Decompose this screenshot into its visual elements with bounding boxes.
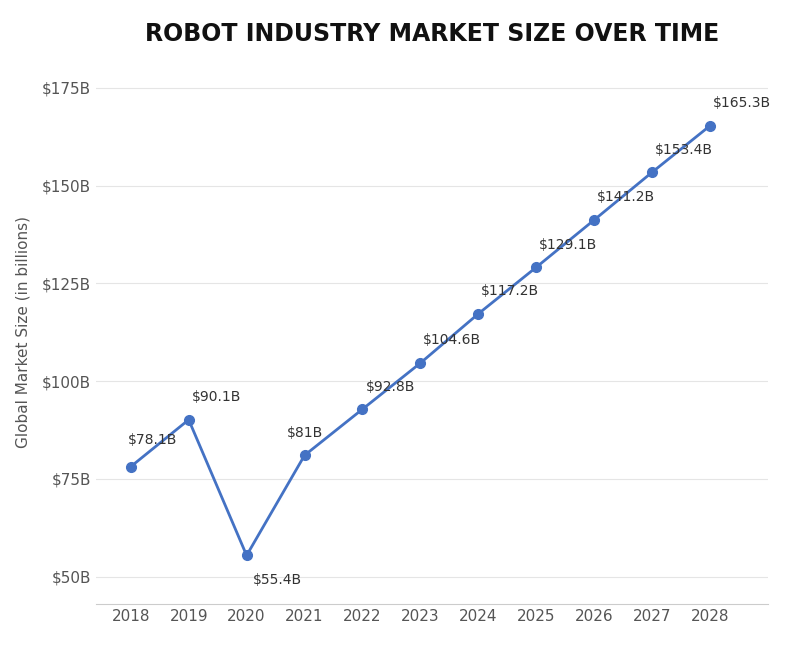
- Text: $165.3B: $165.3B: [713, 96, 771, 110]
- Text: $129.1B: $129.1B: [539, 238, 598, 252]
- Text: $153.4B: $153.4B: [655, 142, 713, 156]
- Text: $104.6B: $104.6B: [423, 333, 482, 348]
- Text: $117.2B: $117.2B: [482, 284, 539, 298]
- Title: ROBOT INDUSTRY MARKET SIZE OVER TIME: ROBOT INDUSTRY MARKET SIZE OVER TIME: [145, 22, 719, 46]
- Text: $141.2B: $141.2B: [597, 191, 655, 204]
- Text: $92.8B: $92.8B: [366, 380, 414, 393]
- Text: $81B: $81B: [287, 425, 323, 440]
- Y-axis label: Global Market Size (in billions): Global Market Size (in billions): [16, 216, 31, 448]
- Text: $55.4B: $55.4B: [253, 572, 302, 586]
- Text: $78.1B: $78.1B: [128, 433, 178, 447]
- Text: $90.1B: $90.1B: [191, 390, 241, 404]
